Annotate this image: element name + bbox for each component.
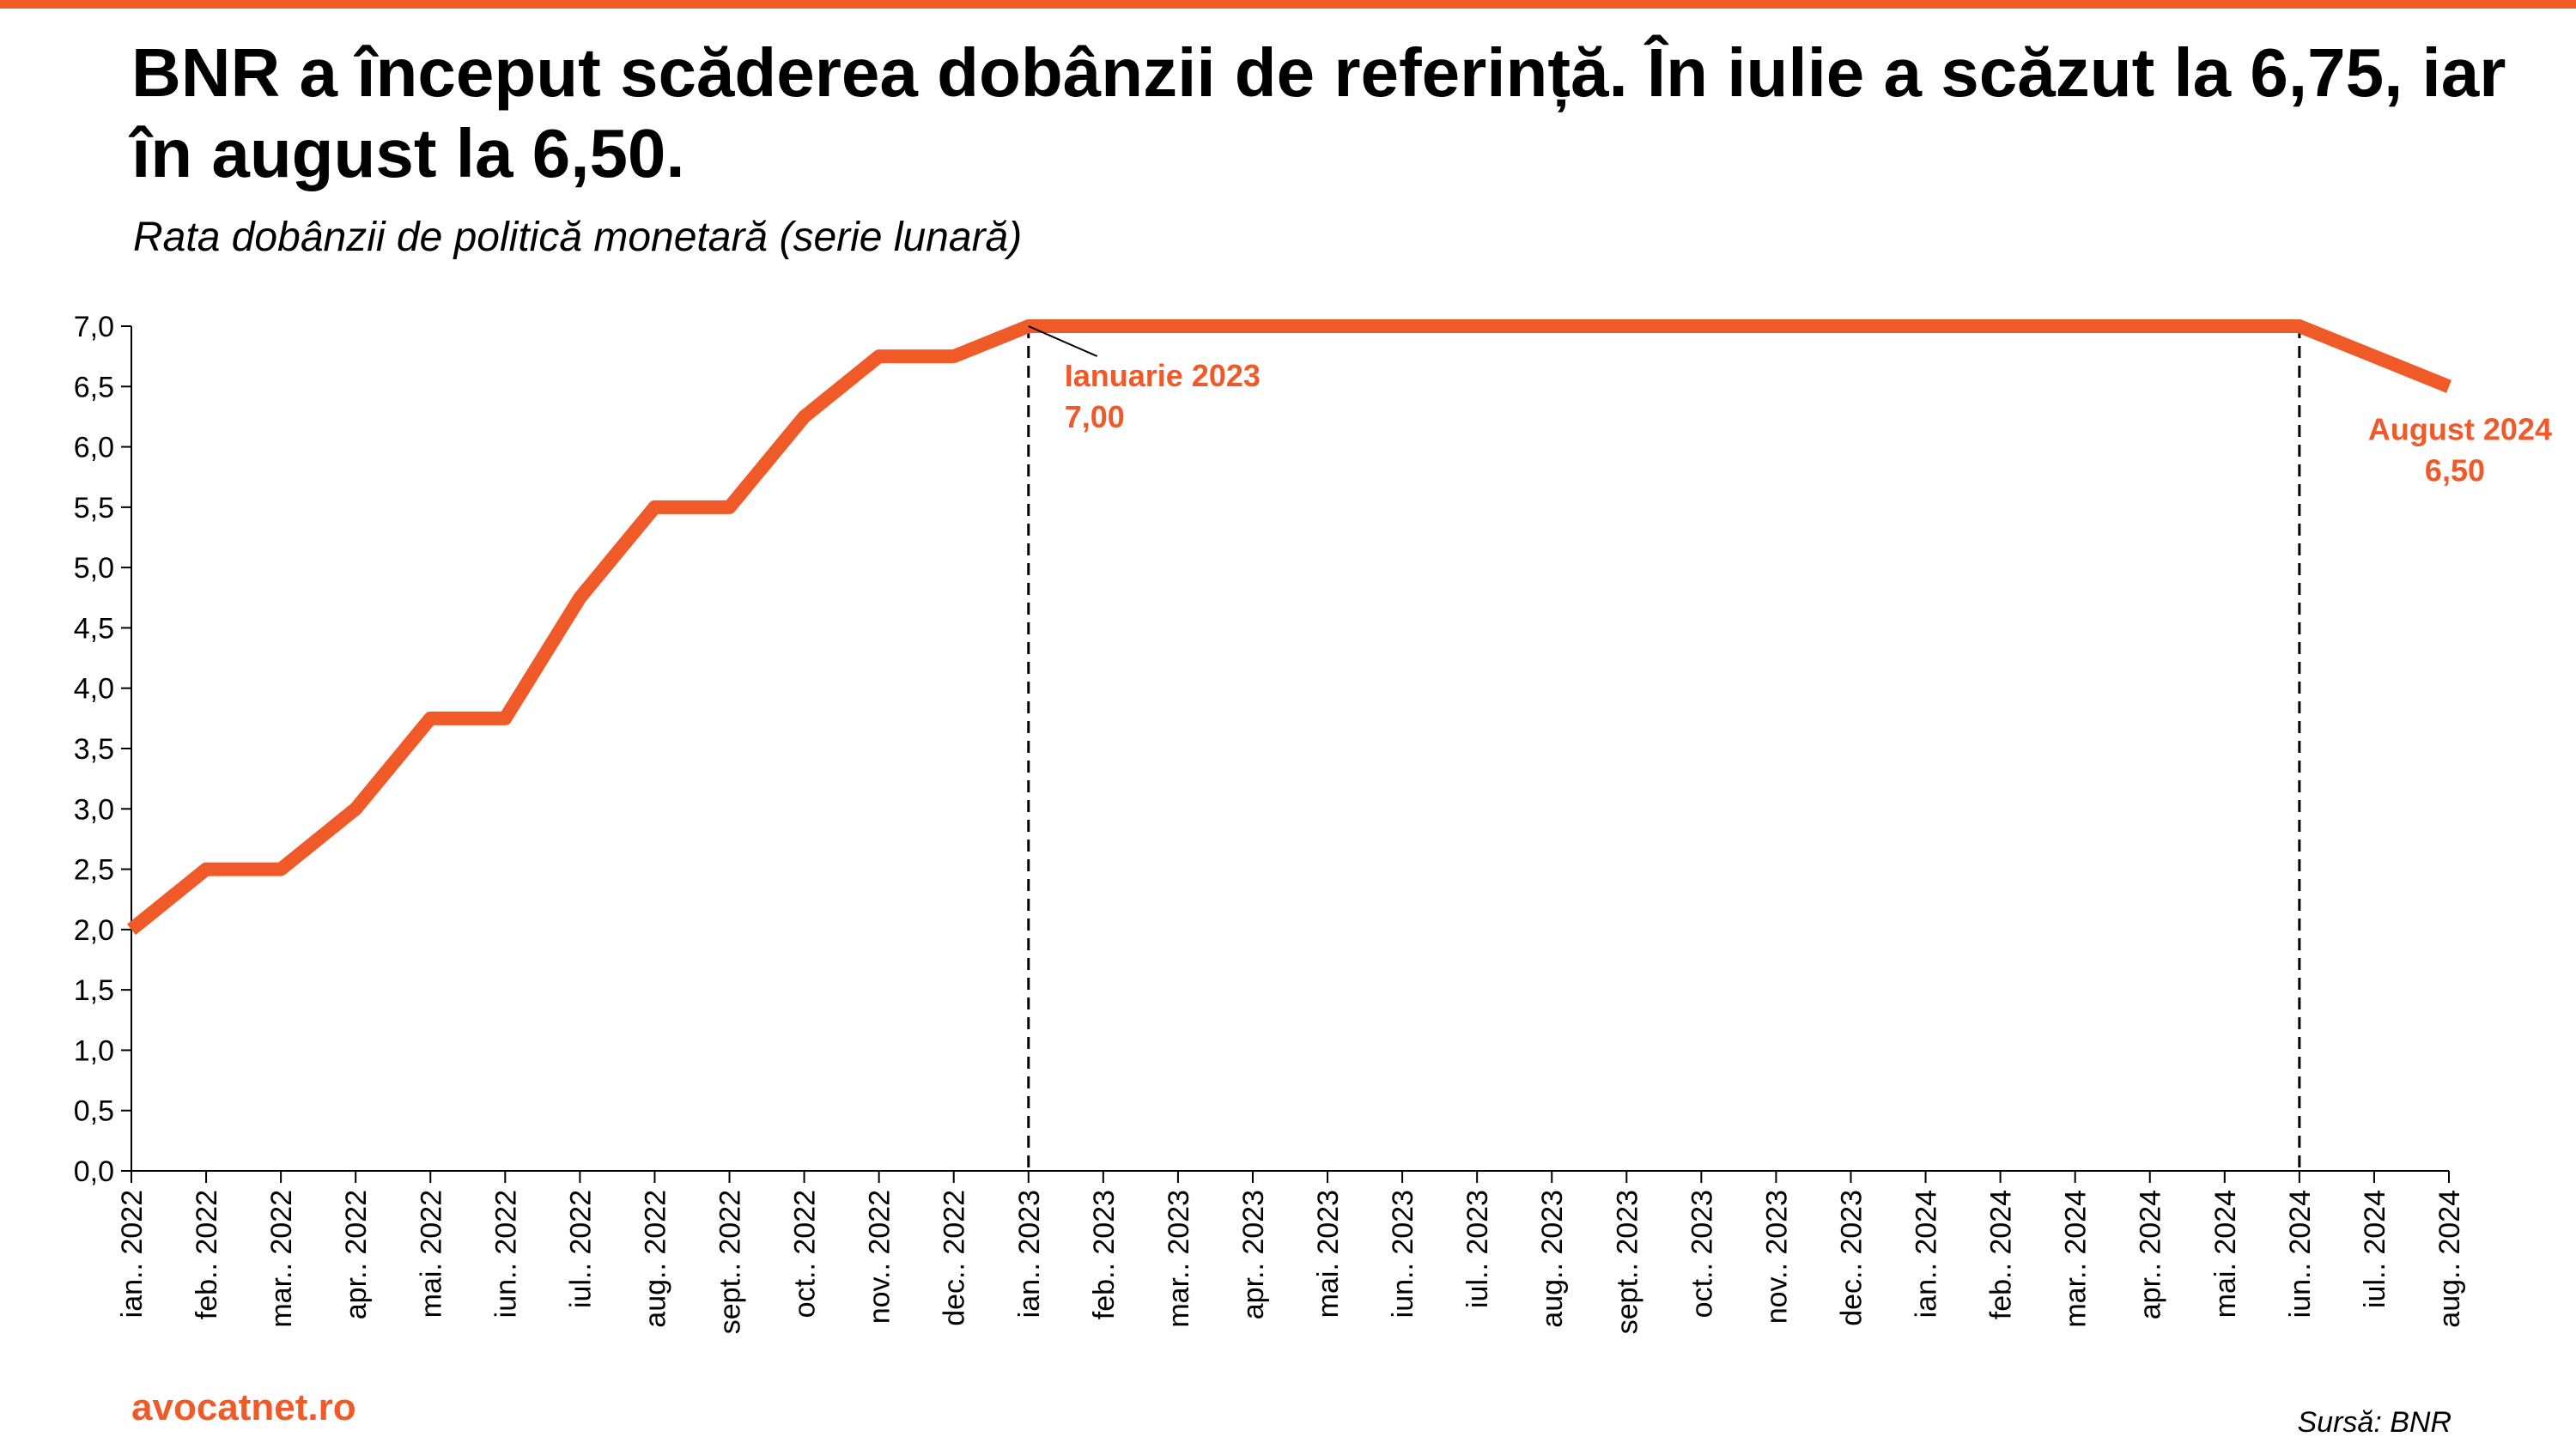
x-tick-label: mai. 2023 [1312, 1190, 1345, 1318]
x-tick-label: mar.. 2023 [1163, 1190, 1195, 1328]
x-tick-label: ian.. 2022 [116, 1190, 149, 1318]
x-tick-label: sept.. 2022 [714, 1190, 747, 1334]
y-tick-label: 0,5 [74, 1095, 114, 1128]
x-tick-label: mar.. 2024 [2060, 1190, 2093, 1328]
annotation-label: August 2024 [2368, 411, 2552, 446]
x-tick-label: aug.. 2024 [2433, 1190, 2466, 1328]
x-tick-label: iun.. 2024 [2284, 1190, 2317, 1318]
x-tick-label: aug.. 2022 [639, 1190, 671, 1328]
annotation-value: 7,00 [1065, 399, 1125, 434]
series-line [126, 319, 2451, 936]
y-tick-label: 0,0 [74, 1155, 114, 1188]
y-tick-label: 3,0 [74, 793, 114, 826]
x-tick-label: mai. 2022 [415, 1190, 447, 1318]
chart-title: BNR a început scăderea dobânzii de refer… [131, 34, 2506, 191]
x-tick-label: nov.. 2023 [1760, 1190, 1793, 1324]
x-tick-label: iul.. 2024 [2359, 1190, 2391, 1308]
x-tick-label: ian.. 2023 [1013, 1190, 1046, 1318]
top-accent-bar [0, 0, 2576, 9]
x-tick-label: oct.. 2022 [789, 1190, 822, 1318]
x-tick-label: mai. 2024 [2209, 1190, 2242, 1318]
source-note: Sursă: BNR [2297, 1406, 2452, 1439]
x-tick-label: dec.. 2022 [939, 1190, 971, 1326]
x-tick-label: feb.. 2023 [1088, 1190, 1121, 1319]
annotation-value: 6,50 [2425, 452, 2485, 488]
x-tick-label: apr.. 2022 [340, 1190, 373, 1319]
x-tick-label: dec.. 2023 [1835, 1190, 1868, 1326]
y-tick-label: 4,5 [74, 612, 114, 645]
y-tick-label: 5,0 [74, 552, 114, 585]
y-tick-label: 1,5 [74, 974, 114, 1007]
y-tick-label: 6,5 [74, 371, 114, 403]
y-tick-label: 6,0 [74, 432, 114, 464]
y-tick-label: 4,0 [74, 673, 114, 706]
x-tick-label: apr.. 2024 [2135, 1190, 2167, 1319]
x-tick-label: feb.. 2022 [191, 1190, 223, 1319]
y-tick-label: 3,5 [74, 733, 114, 766]
y-tick-label: 7,0 [74, 311, 114, 343]
x-tick-label: iul.. 2022 [564, 1190, 597, 1308]
x-tick-label: oct.. 2023 [1686, 1190, 1718, 1318]
annotation-label: Ianuarie 2023 [1065, 358, 1261, 393]
y-tick-label: 5,5 [74, 492, 114, 524]
x-tick-label: aug.. 2023 [1536, 1190, 1569, 1328]
y-tick-label: 2,0 [74, 914, 114, 947]
x-tick-label: feb.. 2024 [1985, 1190, 2018, 1319]
x-tick-label: nov.. 2022 [864, 1190, 896, 1324]
x-tick-label: sept.. 2023 [1611, 1190, 1643, 1334]
x-tick-label: ian.. 2024 [1911, 1190, 1943, 1318]
brand-logo-text[interactable]: avocatnet.ro [131, 1386, 356, 1428]
chart-subtitle: Rata dobânzii de politică monetară (seri… [133, 215, 1023, 260]
x-tick-label: mar.. 2022 [265, 1190, 298, 1328]
y-tick-label: 2,5 [74, 854, 114, 887]
y-tick-label: 1,0 [74, 1034, 114, 1067]
x-tick-label: iun.. 2023 [1387, 1190, 1419, 1318]
x-tick-label: iul.. 2023 [1461, 1190, 1494, 1308]
x-tick-label: apr.. 2023 [1237, 1190, 1270, 1319]
annotation-leader-line [1028, 325, 1098, 357]
x-tick-label: iun.. 2022 [489, 1190, 522, 1318]
